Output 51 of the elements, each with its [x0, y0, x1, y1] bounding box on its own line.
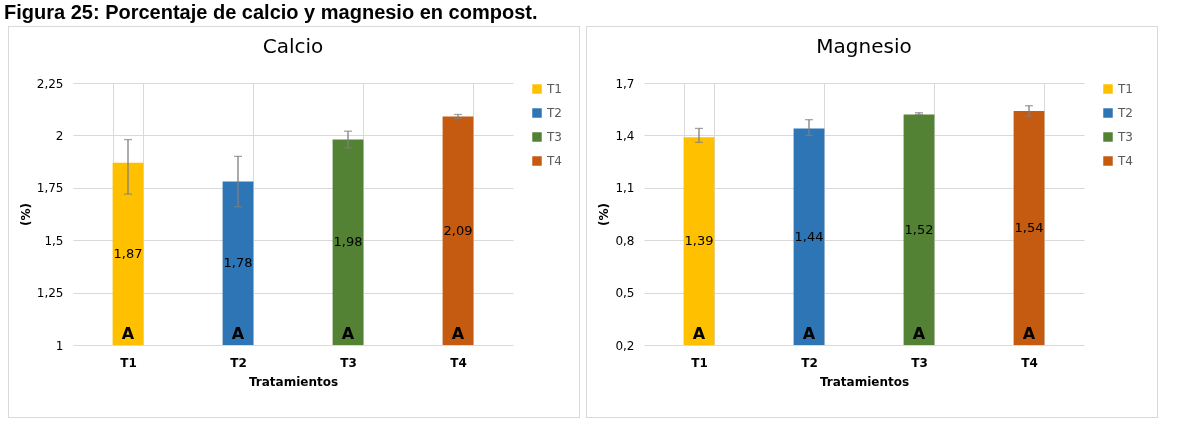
y-tick-label: 1,4	[615, 128, 635, 143]
legend-label: T2	[546, 106, 562, 120]
x-axis-title: Tratamientos	[819, 374, 910, 389]
data-label: 1,39	[684, 233, 714, 249]
annotation: A	[802, 324, 816, 343]
annotation: A	[341, 324, 355, 343]
annotation: A	[1022, 324, 1036, 343]
y-axis-title: (%)	[597, 203, 612, 226]
annotation: A	[692, 324, 706, 343]
data-label: 1,78	[223, 255, 253, 271]
y-tick-label: 2	[55, 128, 64, 143]
annotation: A	[121, 324, 135, 343]
y-tick-label: 0,5	[615, 286, 635, 301]
x-tick-label: T1	[691, 355, 708, 370]
chart-title: Calcio	[262, 34, 324, 58]
y-tick-label: 1,7	[615, 76, 635, 91]
legend-label: T1	[546, 82, 562, 96]
y-tick-label: 1,1	[615, 181, 635, 196]
x-axis-title: Tratamientos	[248, 374, 339, 389]
y-tick-label: 0,8	[615, 233, 635, 248]
annotation: A	[231, 324, 245, 343]
data-label: 1,87	[113, 245, 143, 261]
y-tick-label: 0,2	[615, 338, 635, 353]
legend-label: T2	[1117, 106, 1133, 120]
legend-label: T1	[1117, 82, 1133, 96]
x-tick-label: T2	[230, 355, 247, 370]
y-tick-label: 1,75	[36, 181, 64, 196]
data-label: 1,52	[904, 221, 934, 237]
x-tick-label: T3	[340, 355, 357, 370]
data-label: 1,44	[794, 228, 824, 244]
chart-title: Magnesio	[816, 34, 912, 58]
data-label: 1,54	[1014, 219, 1044, 235]
x-tick-label: T4	[450, 355, 467, 370]
x-tick-label: T1	[120, 355, 137, 370]
x-tick-label: T3	[911, 355, 928, 370]
y-tick-label: 1	[55, 338, 64, 353]
legend-label: T3	[546, 130, 562, 144]
data-label: 2,09	[443, 222, 473, 238]
legend-label: T4	[546, 154, 562, 168]
y-tick-label: 1,5	[44, 233, 64, 248]
y-axis-title: (%)	[18, 203, 33, 226]
legend-label: T3	[1117, 130, 1133, 144]
annotation: A	[912, 324, 926, 343]
text: Figura 25: Porcentaje de calcio y magnesio en compost.	[4, 0, 539, 24]
y-tick-label: 1,25	[36, 286, 64, 301]
legend-label: T4	[1117, 154, 1133, 168]
x-tick-label: T4	[1021, 355, 1038, 370]
y-tick-label: 2,25	[36, 76, 64, 91]
x-tick-label: T2	[801, 355, 818, 370]
annotation: A	[451, 324, 465, 343]
data-label: 1,98	[333, 234, 363, 250]
